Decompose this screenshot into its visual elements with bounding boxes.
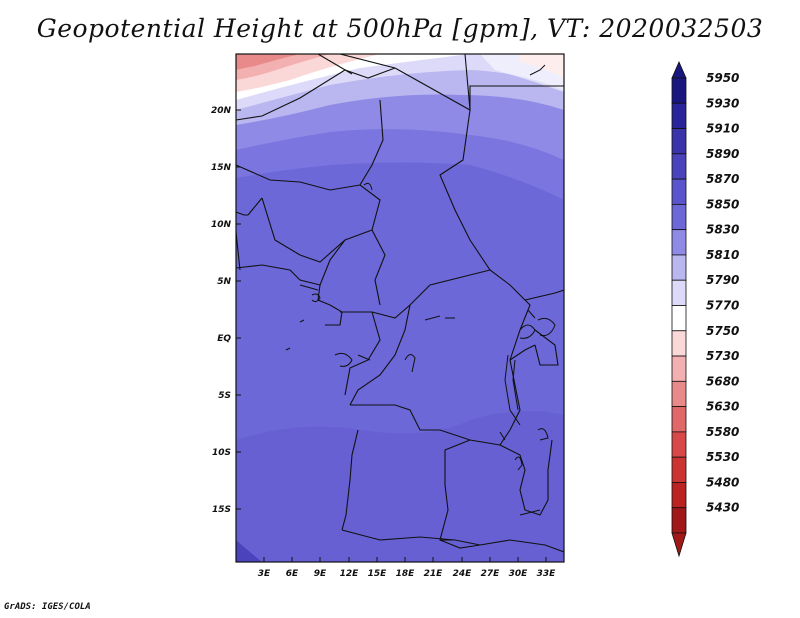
colorbar-tick-label: 5830 (706, 223, 739, 237)
colorbar-swatch (671, 507, 687, 534)
colorbar-tick-label: 5910 (706, 122, 739, 136)
lon-label: 3E (258, 569, 271, 579)
height-field (236, 54, 564, 562)
colorbar: 5950 5930 5910 5890 5870 5850 5830 5810 5790 5770… (671, 61, 739, 558)
lat-label: EQ (217, 334, 231, 344)
colorbar-tick-label: 5480 (706, 475, 739, 489)
colorbar-swatch (671, 431, 687, 458)
latitude-axis: 20N 15N 10N 5N EQ 5S 10S 15S (211, 106, 241, 515)
colorbar-tick-label: 5790 (706, 273, 739, 287)
lon-label: 6E (286, 569, 299, 579)
colorbar-tick-label: 5770 (706, 299, 739, 313)
lat-label: 15S (212, 505, 231, 515)
longitude-axis: 3E 6E 9E 12E 15E 18E 21E 24E 27E 30E 33E (258, 557, 556, 579)
lon-label: 33E (537, 569, 557, 579)
country-borders (236, 54, 564, 553)
lon-label: 18E (396, 569, 416, 579)
colorbar-tick-label: 5530 (706, 450, 739, 464)
colorbar-tick-label: 5850 (706, 197, 739, 211)
colorbar-tick-label: 5580 (706, 425, 739, 439)
colorbar-swatch (671, 203, 687, 231)
colorbar-swatch (671, 229, 687, 256)
colorbar-swatch (671, 178, 687, 205)
lon-label: 27E (481, 569, 501, 579)
colorbar-tick-label: 5680 (706, 374, 739, 388)
lat-label: 20N (211, 106, 232, 116)
coastlines (285, 64, 556, 516)
colorbar-swatch (671, 456, 687, 483)
colorbar-swatch (671, 279, 687, 306)
lon-label: 21E (424, 569, 444, 579)
map-title: Geopotential Height at 500hPa [gpm], VT:… (36, 14, 764, 43)
colorbar-swatch (671, 128, 687, 155)
colorbar-tick-label: 5890 (706, 147, 739, 161)
colorbar-bottom-arrow (671, 532, 687, 558)
lat-label: 15N (211, 163, 232, 173)
lon-label: 15E (368, 569, 388, 579)
colorbar-swatch (671, 77, 687, 104)
lat-label: 5N (217, 277, 231, 287)
credit-label: GrADS: IGES/COLA (4, 602, 91, 612)
colorbar-tick-label: 5430 (706, 501, 739, 515)
colorbar-top-arrow (671, 61, 687, 79)
colorbar-swatch (671, 406, 687, 433)
colorbar-swatch (671, 153, 687, 180)
colorbar-tick-label: 5630 (706, 400, 739, 414)
lat-label: 5S (218, 391, 231, 401)
map-frame (235, 53, 565, 563)
colorbar-swatch (671, 355, 687, 382)
colorbar-swatch (671, 482, 687, 509)
colorbar-swatch (671, 380, 687, 408)
lon-label: 30E (509, 569, 529, 579)
colorbar-swatch (671, 305, 687, 332)
colorbar-tick-label: 5870 (706, 172, 739, 186)
lat-label: 10S (212, 448, 231, 458)
lat-label: 10N (211, 220, 232, 230)
colorbar-tick-label: 5750 (706, 324, 739, 338)
lon-label: 24E (453, 569, 473, 579)
colorbar-swatch (671, 254, 687, 281)
colorbar-tick-label: 5730 (706, 349, 739, 363)
lon-label: 9E (314, 569, 327, 579)
colorbar-swatch (671, 330, 687, 357)
colorbar-swatch (671, 102, 687, 129)
lon-label: 12E (340, 569, 360, 579)
colorbar-tick-label: 5930 (706, 96, 739, 110)
colorbar-tick-label: 5950 (706, 71, 739, 85)
colorbar-tick-label: 5810 (706, 248, 739, 262)
